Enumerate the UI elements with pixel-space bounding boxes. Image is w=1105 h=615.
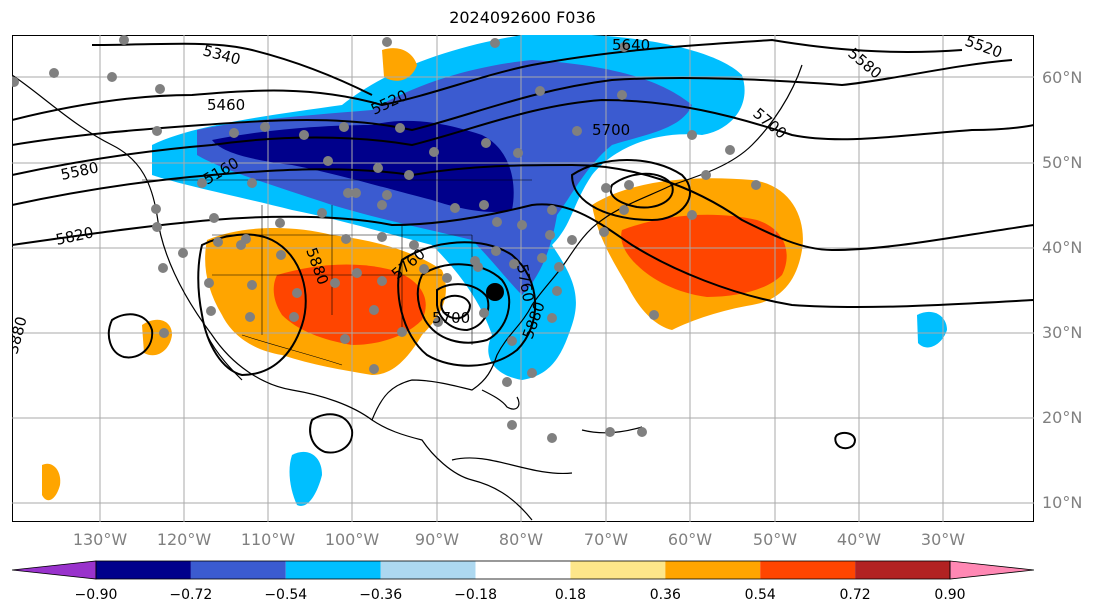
anomaly-area-red-east	[621, 214, 787, 297]
contour-label: 5580	[59, 158, 100, 184]
anomaly-patch-orange-1	[382, 48, 417, 81]
lat-label: 40°N	[1042, 238, 1083, 257]
contour-label: 5460	[207, 96, 245, 114]
lat-label: 30°N	[1042, 323, 1083, 342]
colorbar-tick-label: −0.54	[264, 587, 308, 603]
colorbar-tick-label: 0.36	[649, 587, 681, 603]
figure-title: 2024092600 F036	[449, 8, 596, 27]
contour-label: 5340	[201, 41, 243, 68]
lon-label: 40°W	[836, 530, 882, 549]
lon-label: 120°W	[156, 530, 212, 549]
lon-label: 100°W	[324, 530, 380, 549]
colorbar-segment	[855, 561, 950, 579]
anomaly-area-red-west	[273, 264, 426, 345]
colorbar-tick-label: −0.18	[454, 587, 497, 603]
colorbar-tick-label: 0.72	[839, 587, 871, 603]
lon-label: 90°W	[414, 530, 460, 549]
colorbar-segment	[665, 561, 761, 579]
colorbar-tick-label: 0.90	[934, 587, 966, 603]
contour-label: 5700	[592, 121, 630, 139]
contour-label: 5520	[963, 35, 1005, 62]
colorbar-segment	[570, 561, 666, 579]
anomaly-area-navy	[212, 120, 514, 212]
height-contours	[12, 38, 1034, 454]
colorbar-tick-label: −0.72	[169, 587, 213, 603]
lat-label: 60°N	[1042, 68, 1083, 87]
colorbar-segment	[190, 561, 286, 579]
colorbar-tick-label: 0.18	[554, 587, 587, 603]
lon-label: 80°W	[498, 530, 544, 549]
gridlines	[12, 35, 1034, 522]
contour-label: 5640	[612, 36, 650, 54]
lon-label: 70°W	[583, 530, 629, 549]
lon-label: 130°W	[72, 530, 128, 549]
colorbar-segment	[96, 561, 191, 579]
storm-center-marker	[486, 283, 504, 301]
colorbar	[12, 560, 1034, 580]
lat-label: 20°N	[1042, 408, 1083, 427]
observation-stations	[12, 35, 761, 443]
lon-label: 30°W	[920, 530, 966, 549]
contour-label: 5700	[432, 309, 470, 327]
colorbar-segment	[475, 561, 571, 579]
colorbar-segment	[285, 561, 381, 579]
colorbar-segment	[380, 561, 476, 579]
colorbar-tick-label: 0.54	[744, 587, 776, 603]
colorbar-tick-label: −0.90	[74, 587, 118, 603]
map-plot: 5340 5460 5520 5580 5820 5760 5160 5700 …	[12, 35, 1034, 522]
colorbar-tick-label: −0.36	[359, 587, 403, 603]
lon-label: 110°W	[240, 530, 296, 549]
lon-label: 60°W	[667, 530, 713, 549]
colorbar-outline	[95, 560, 951, 580]
lat-label: 10°N	[1042, 493, 1083, 512]
colorbar-extend-min	[12, 560, 97, 580]
anomaly-patch-cyan-2	[289, 451, 322, 506]
anomaly-patch-cyan-1	[917, 311, 947, 348]
lat-label: 50°N	[1042, 153, 1083, 172]
contour-label: 5820	[54, 223, 95, 249]
lon-label: 50°W	[752, 530, 798, 549]
colorbar-segment	[760, 561, 856, 579]
anomaly-patch-orange-3	[42, 463, 61, 501]
colorbar-extend-max	[949, 560, 1034, 580]
contour-label: 3880	[12, 314, 31, 356]
